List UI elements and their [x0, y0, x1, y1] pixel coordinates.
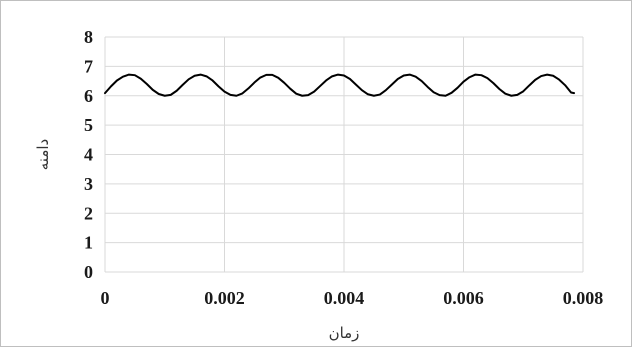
y-tick-label: 5	[84, 115, 93, 135]
y-axis-title: دامنه	[34, 139, 52, 170]
y-tick-label: 6	[84, 86, 93, 106]
x-tick-label: 0.006	[443, 288, 484, 308]
y-tick-label: 8	[84, 27, 93, 47]
y-tick-label: 3	[84, 174, 93, 194]
y-tick-label: 1	[84, 233, 93, 253]
y-tick-label: 0	[84, 262, 93, 282]
y-tick-label: 7	[84, 56, 93, 76]
x-tick-label: 0	[101, 288, 110, 308]
y-tick-label: 2	[84, 203, 93, 223]
x-tick-label: 0.002	[204, 288, 245, 308]
series-layer	[104, 73, 576, 97]
x-tick-label: 0.008	[563, 288, 604, 308]
tick-labels: 0 1 2 3 4 5 6 7 8 0 0.002 0.004 0.006 0.008	[84, 27, 603, 308]
series-line	[104, 73, 576, 97]
y-tick-label: 4	[84, 145, 93, 165]
x-axis-title: زمان	[329, 324, 360, 342]
x-tick-label: 0.004	[324, 288, 365, 308]
